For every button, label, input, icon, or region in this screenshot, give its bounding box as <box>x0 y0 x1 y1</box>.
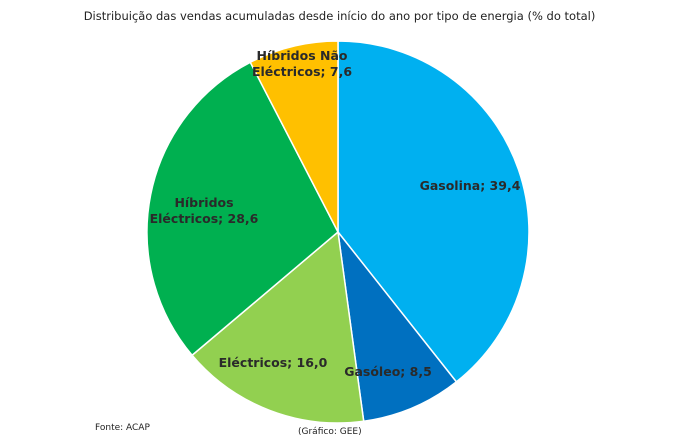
pie-labels: Gasolina; 39,4 Gasóleo; 8,5 Eléctricos; 16… <box>150 48 521 379</box>
label-hibridos-electricos: Híbridos Eléctricos; 28,6 <box>150 195 259 226</box>
slice-hibridos-electricos <box>146 61 339 357</box>
slice-gasolina <box>337 40 530 383</box>
slice-electricos <box>191 231 365 424</box>
label-hibridos-nao-electricos: Híbridos Não Eléctricos; 7,6 <box>252 48 352 79</box>
slice-hibridos-nao-electricos <box>249 40 339 233</box>
label-electricos: Eléctricos; 16,0 <box>219 355 328 370</box>
label-gasolina: Gasolina; 39,4 <box>420 178 521 193</box>
pie-slices <box>146 40 530 424</box>
label-gasoleo: Gasóleo; 8,5 <box>344 364 432 379</box>
chart-credit: (Gráfico: GEE) <box>298 427 362 437</box>
slice-gasoleo <box>337 231 458 423</box>
chart-title: Distribuição das vendas acumuladas desde… <box>84 9 596 23</box>
source-note: Fonte: ACAP <box>95 423 150 433</box>
